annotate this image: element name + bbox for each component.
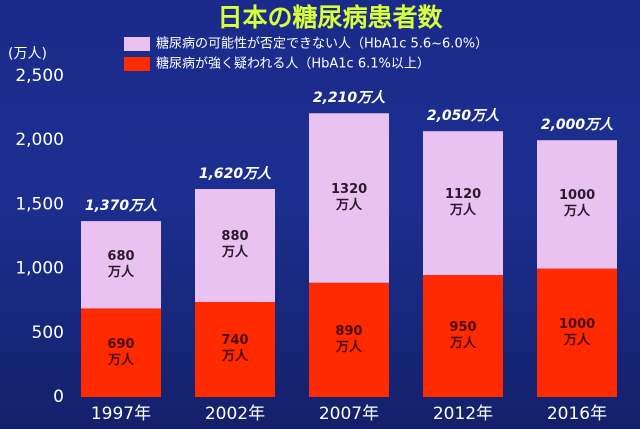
x-tick-label: 2012年: [433, 404, 493, 424]
y-tick-label: 500: [32, 323, 64, 343]
data-label: 890万人: [335, 323, 363, 355]
y-tick-label: 1,000: [15, 259, 64, 279]
data-label: 1000万人: [559, 316, 596, 348]
data-label: 740万人: [221, 333, 249, 365]
legend-swatch: [124, 57, 150, 71]
bar-segment: [309, 113, 389, 283]
x-tick-label: 2002年: [205, 404, 265, 424]
legend-label: 糖尿病の可能性が否定できない人（HbA1c 5.6~6.0%）: [156, 36, 488, 52]
total-label: 2,210万人: [312, 90, 386, 107]
total-label: 1,370万人: [84, 198, 158, 215]
legend-label: 糖尿病が強く疑われる人（HbA1c 6.1%以上）: [156, 56, 430, 72]
data-label: 690万人: [107, 336, 135, 368]
y-tick-label: 1,500: [15, 194, 64, 214]
y-axis-label: (万人): [8, 46, 47, 62]
data-label: 1320万人: [331, 181, 368, 213]
total-label: 2,050万人: [426, 108, 500, 125]
data-label: 1000万人: [559, 188, 596, 220]
bar-segment: [537, 140, 617, 269]
data-label: 950万人: [449, 320, 477, 351]
total-label: 2,000万人: [540, 117, 614, 134]
y-tick-label: 2,500: [15, 66, 64, 86]
bar-segment: [423, 131, 503, 276]
bar-segment: [423, 275, 503, 397]
x-tick-label: 2007年: [319, 404, 379, 424]
y-tick-label: 0: [53, 387, 64, 407]
chart-title: 日本の糖尿病患者数: [217, 3, 443, 32]
bar-segment: [81, 221, 161, 309]
legend-swatch: [124, 37, 150, 51]
y-tick-label: 2,000: [15, 130, 64, 150]
bar-segment: [309, 282, 389, 397]
data-label: 1120万人: [445, 187, 482, 219]
data-label: 880万人: [221, 229, 249, 261]
bar-segment: [537, 268, 617, 397]
x-tick-label: 2016年: [547, 404, 607, 424]
data-label: 680万人: [107, 248, 135, 280]
bar-segment: [195, 301, 275, 397]
total-label: 1,620万人: [198, 165, 272, 182]
bar-segment: [195, 188, 275, 302]
x-tick-label: 1997年: [91, 404, 151, 424]
bar-segment: [81, 308, 161, 397]
